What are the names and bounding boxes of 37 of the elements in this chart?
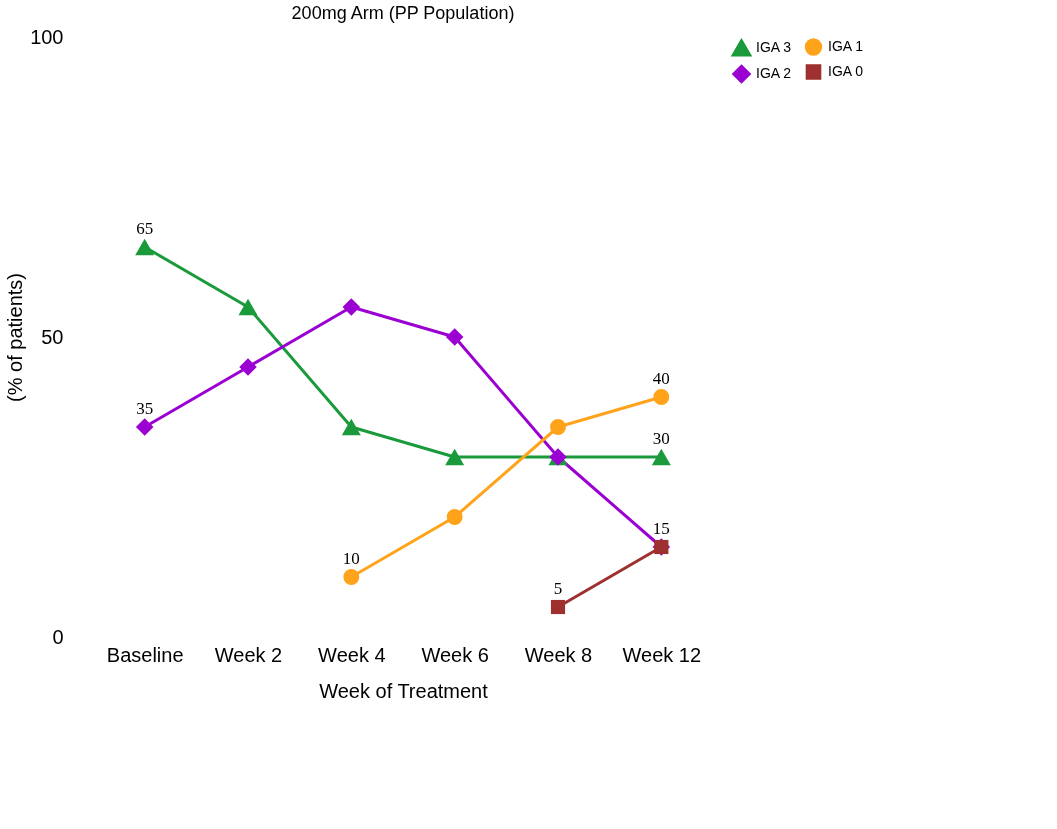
point (135, 238, 155, 256)
legend-label: IGA 1 (828, 38, 864, 55)
data-label: 10 (342, 549, 360, 568)
x-tick-label: Week 8 (524, 643, 593, 666)
chart-title: 200mg Arm (PP Population) (291, 3, 515, 23)
x-tick-label: Week 2 (214, 643, 283, 666)
data-label: 40 (652, 369, 670, 388)
point (445, 448, 465, 466)
legend-label: IGA 0 (828, 63, 864, 79)
point (445, 328, 464, 346)
data-label: 35 (136, 399, 154, 418)
x-tick-label: Week 12 (622, 643, 702, 666)
point (342, 298, 361, 316)
point (446, 509, 463, 525)
point (239, 358, 257, 376)
point (135, 418, 154, 436)
legend-label: IGA 3 (756, 38, 792, 55)
point (341, 418, 361, 436)
x-tick-label: Week 4 (318, 643, 386, 666)
y-axis-title: (% of patients) (4, 273, 27, 402)
x-axis-title: Week of Treatment (319, 679, 489, 702)
point (651, 448, 671, 466)
point (238, 298, 258, 316)
y-tick-label: 50 (41, 325, 64, 348)
data-label: 30 (652, 429, 670, 448)
legend-label: IGA 2 (756, 65, 792, 81)
point (343, 569, 360, 585)
data-label: 65 (136, 219, 154, 238)
point (550, 419, 566, 435)
y-tick-label: 0 (52, 625, 64, 648)
point (550, 599, 566, 615)
data-label: 5 (553, 579, 563, 598)
x-tick-label: Week 6 (421, 643, 489, 666)
y-tick-label: 100 (30, 25, 64, 48)
data-label: 15 (652, 519, 670, 538)
x-tick-label: Baseline (106, 643, 184, 666)
point (653, 389, 670, 405)
